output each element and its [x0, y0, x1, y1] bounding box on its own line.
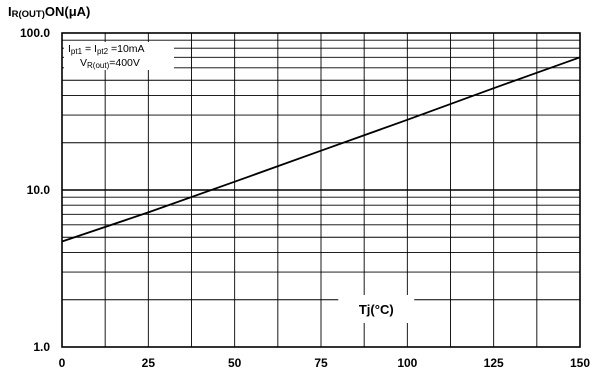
- x-axis-label-box: Tj(°C): [338, 295, 415, 323]
- series-line: [61, 56, 581, 243]
- y-axis-label: IR(OUT)ON(μA): [8, 4, 90, 20]
- y-tick-labels: 1.0 10.0 100.0: [20, 26, 50, 354]
- x-tick-label: 0: [59, 356, 66, 370]
- annotation-box: Ipt1 = Ipt2 =10mA VR(out)=400V: [64, 42, 174, 70]
- x-tick-labels: 0 25 50 75 100 125 150: [59, 356, 591, 370]
- x-tick-label: 50: [228, 356, 242, 370]
- annotation-background: [64, 42, 174, 70]
- y-tick-label: 1.0: [33, 340, 50, 354]
- x-tick-label: 75: [314, 356, 328, 370]
- x-tick-label: 125: [484, 356, 504, 370]
- y-tick-label: 100.0: [20, 26, 50, 40]
- x-tick-label: 150: [570, 356, 590, 370]
- grid: [62, 33, 580, 347]
- x-axis-label-background: [338, 295, 415, 323]
- x-axis-label: Tj(°C): [359, 302, 394, 317]
- x-tick-label: 100: [397, 356, 417, 370]
- plot-frame: [61, 32, 581, 348]
- annotation-current: Ipt1 = Ipt2 =10mA: [68, 43, 145, 56]
- annotation-voltage: VR(out)=400V: [80, 57, 140, 70]
- x-tick-label: 25: [142, 356, 156, 370]
- y-tick-label: 10.0: [27, 183, 51, 197]
